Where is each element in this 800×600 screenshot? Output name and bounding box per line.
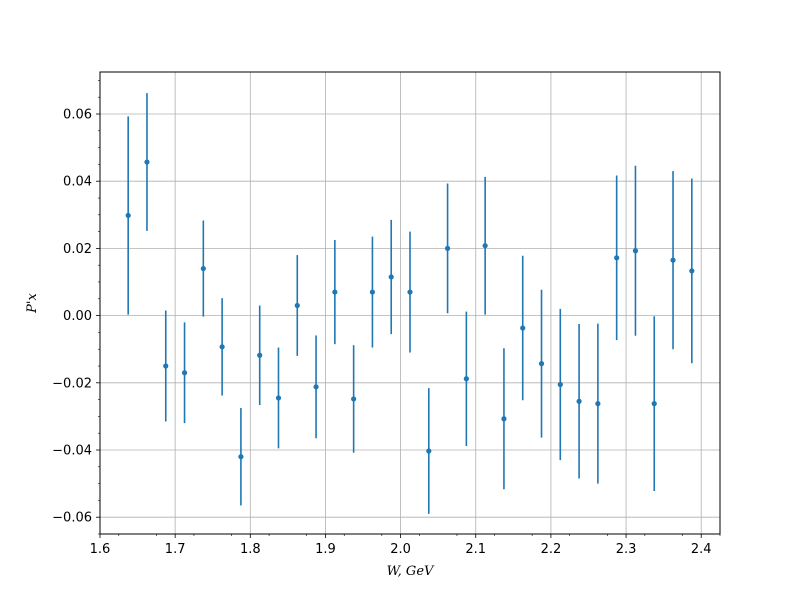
data-point — [125, 116, 131, 315]
data-point — [313, 335, 319, 439]
data-point — [407, 231, 413, 353]
data-marker — [444, 245, 451, 251]
data-marker — [125, 212, 131, 219]
data-marker — [689, 268, 695, 274]
x-tick-label: 2.0 — [390, 542, 411, 557]
data-point — [275, 347, 282, 449]
y-axis-label: P'x — [25, 293, 40, 314]
data-marker — [538, 361, 545, 367]
data-point — [238, 408, 244, 506]
y-tick-label: 0.00 — [63, 309, 92, 324]
data-point — [614, 175, 620, 341]
data-marker — [369, 289, 376, 295]
data-marker — [332, 289, 338, 295]
x-tick-label: 2.3 — [616, 542, 637, 557]
data-point — [351, 345, 357, 453]
y-tick-label: −0.04 — [52, 444, 92, 459]
data-point — [482, 176, 488, 315]
x-tick-label: 2.1 — [465, 542, 486, 557]
data-marker — [520, 325, 526, 331]
data-point — [576, 324, 582, 479]
data-point — [632, 165, 639, 336]
ticks: 1.6 1.7 1.8 1.9 2.0 2.1 2.2 2.3 2.4 −0.06 −0.04 −0.… — [52, 80, 721, 557]
plot-frame — [99, 71, 721, 535]
x-tick-label: 2.4 — [691, 542, 712, 557]
data-marker — [200, 265, 206, 272]
data-marker — [463, 376, 469, 382]
x-tick-label: 1.8 — [240, 542, 261, 557]
data-point — [200, 220, 206, 317]
data-point — [144, 93, 150, 231]
data-marker — [407, 289, 413, 295]
data-point — [219, 298, 225, 396]
data-point — [520, 255, 526, 401]
data-point — [181, 322, 188, 424]
data-point — [670, 171, 676, 350]
data-point — [444, 183, 451, 314]
data-marker — [313, 384, 319, 390]
data-point — [557, 308, 563, 461]
data-point — [294, 255, 300, 356]
data-marker — [482, 243, 488, 249]
data-point — [426, 388, 432, 514]
data-marker — [238, 454, 244, 460]
data-marker — [614, 255, 620, 261]
data-point — [538, 289, 545, 438]
data-marker — [257, 352, 263, 358]
data-marker — [576, 398, 582, 404]
data-point — [332, 240, 338, 345]
data-marker — [595, 401, 601, 407]
data-marker — [651, 401, 657, 407]
data-marker — [632, 248, 639, 254]
x-tick-label: 1.7 — [165, 542, 186, 557]
data-point — [388, 219, 394, 335]
x-tick-label: 1.9 — [315, 542, 336, 557]
data-marker — [501, 416, 507, 422]
data-marker — [144, 159, 150, 165]
y-tick-label: −0.06 — [52, 511, 92, 526]
data-marker — [163, 363, 169, 369]
y-tick-label: 0.04 — [63, 175, 92, 190]
y-tick-label: 0.06 — [63, 108, 92, 123]
data-marker — [557, 381, 563, 388]
axes — [99, 71, 721, 535]
data-point — [651, 316, 657, 491]
data-marker — [275, 395, 282, 401]
data-marker — [351, 396, 357, 402]
x-tick-label: 1.6 — [90, 542, 111, 557]
data-series — [125, 93, 695, 514]
y-tick-label: −0.02 — [52, 376, 92, 391]
data-marker — [181, 370, 188, 376]
y-tick-label: 0.02 — [63, 242, 92, 257]
data-point — [369, 236, 376, 348]
data-point — [595, 323, 601, 484]
data-point — [689, 178, 695, 364]
data-marker — [219, 344, 225, 350]
x-tick-label: 2.2 — [541, 542, 562, 557]
data-marker — [670, 257, 676, 263]
data-marker — [426, 448, 432, 454]
x-axis-label: W, GeV — [387, 564, 435, 579]
data-marker — [294, 302, 300, 309]
data-point — [463, 311, 469, 446]
data-point — [257, 305, 263, 405]
data-point — [163, 310, 169, 422]
data-point — [501, 348, 507, 490]
data-marker — [388, 274, 394, 280]
